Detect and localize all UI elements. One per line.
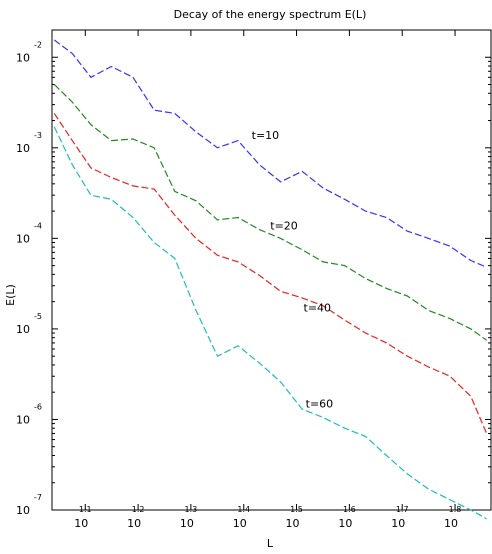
y-tick-exponent: -7 — [34, 493, 42, 502]
series-line-1 — [53, 39, 487, 268]
x-tick-base: 10 — [286, 517, 300, 530]
x-tick-exponent: 1.3 — [185, 505, 198, 514]
chart-title: Decay of the energy spectrum E(L) — [174, 8, 367, 21]
y-tick-exponent: -6 — [34, 402, 42, 411]
curve-annotation: t=60 — [306, 398, 334, 411]
plot-frame — [51, 29, 492, 511]
y-tick-exponent: -3 — [34, 131, 42, 140]
y-tick-exponent: -5 — [34, 312, 42, 321]
x-tick-base: 10 — [74, 517, 88, 530]
y-tick-base: 10 — [16, 413, 30, 426]
series-line-3 — [53, 113, 488, 434]
x-tick-exponent: 1.6 — [343, 505, 356, 514]
x-tick-base: 10 — [180, 517, 194, 530]
x-tick-exponent: 1.4 — [237, 505, 250, 514]
curve-annotation: t=40 — [304, 302, 332, 315]
x-tick-base: 10 — [444, 517, 458, 530]
x-tick-base: 10 — [127, 517, 141, 530]
x-axis-label: L — [267, 537, 274, 550]
x-tick-exponent: 1.7 — [396, 505, 409, 514]
x-tick-base: 10 — [391, 517, 405, 530]
curve-annotation: t=20 — [270, 220, 298, 233]
x-tick-base: 10 — [233, 517, 247, 530]
y-tick-exponent: -4 — [34, 221, 42, 230]
x-tick-exponent: 1.5 — [290, 505, 303, 514]
x-tick-exponent: 1.2 — [132, 505, 145, 514]
y-axis-label: E(L) — [4, 284, 17, 306]
plot-area: 10 -2 10 -3 10 -4 10 -5 10 -6 10 -7 1.1 10 1.2 10 1.3 10 1… — [16, 29, 492, 530]
y-tick-base: 10 — [16, 232, 30, 245]
x-tick-exponent: 1.1 — [79, 505, 92, 514]
y-tick-base: 10 — [16, 51, 30, 64]
curve-annotation: t=10 — [252, 129, 280, 142]
y-tick-base: 10 — [16, 142, 30, 155]
y-tick-base: 10 — [16, 504, 30, 517]
y-tick-exponent: -2 — [34, 40, 42, 49]
series-line-4 — [53, 126, 487, 520]
x-tick-base: 10 — [338, 517, 352, 530]
x-tick-exponent: 1.8 — [449, 505, 462, 514]
series-line-2 — [53, 84, 487, 341]
y-tick-base: 10 — [16, 323, 30, 336]
